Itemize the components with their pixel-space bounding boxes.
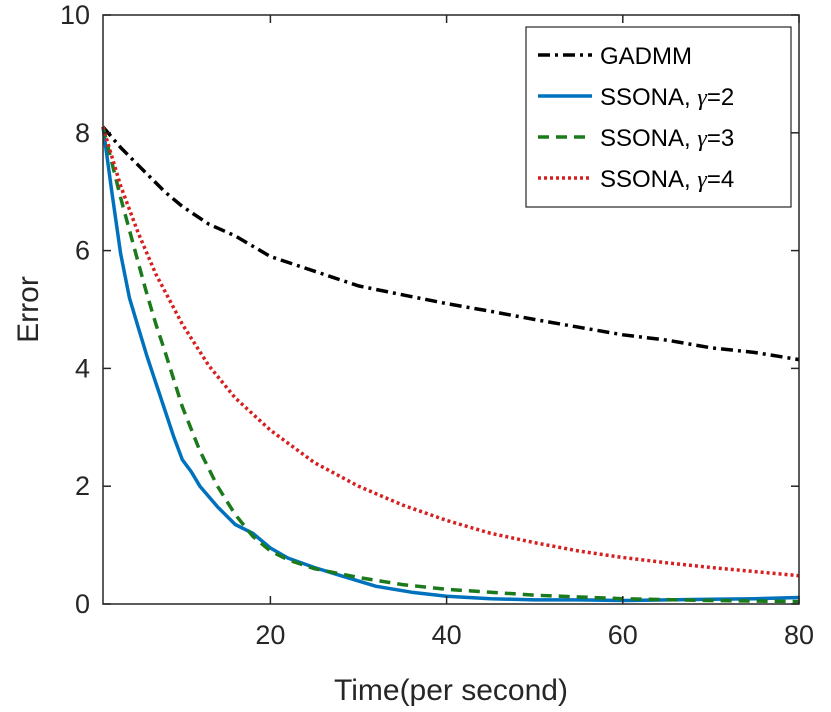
x-tick-label: 20 [255,620,285,650]
x-tick-label: 40 [432,620,462,650]
series-line-4 [101,126,800,578]
x-tick-label: 60 [608,620,638,650]
series-line-1 [101,125,800,362]
y-tick-label: 8 [75,118,90,148]
series-line-2 [101,126,800,603]
y-axis-label: Error [12,276,45,343]
y-tick-label: 10 [60,0,90,30]
legend-label: GADMM [600,43,692,70]
x-axis-label: Time(per second) [334,674,568,707]
y-tick-label: 6 [75,236,90,266]
plot-area: 0 2 4 6 8 10 20 40 60 80 [60,0,814,650]
legend-label: SSONA, γ=2 [600,84,734,111]
axes-box [102,14,800,605]
series-lines [101,125,800,604]
y-tick-label: 0 [75,589,90,619]
x-tick-label: 80 [784,620,814,650]
legend-label: SSONA, γ=4 [600,166,734,193]
legend-label: SSONA, γ=3 [600,125,734,152]
y-tick-label: 4 [75,353,90,383]
series-line-3 [101,126,800,604]
legend: GADMM SSONA, γ=2 SSONA, γ=3 SSONA, γ=4 [525,26,792,208]
y-tick-label: 2 [75,471,90,501]
